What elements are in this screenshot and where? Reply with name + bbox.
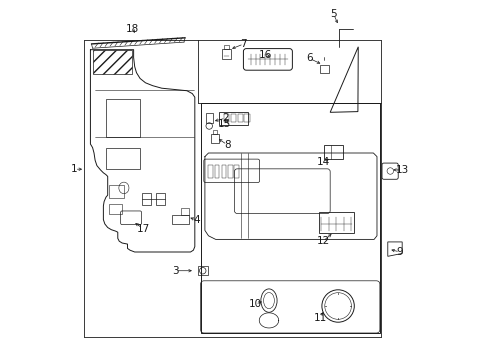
- Text: 6: 6: [305, 53, 312, 63]
- Text: 4: 4: [193, 215, 200, 225]
- Text: 14: 14: [316, 157, 329, 167]
- Bar: [172, 215, 188, 224]
- Bar: [205, 113, 212, 123]
- Text: 10: 10: [248, 299, 262, 309]
- Bar: [223, 45, 229, 49]
- Text: 18: 18: [125, 24, 139, 34]
- Text: 15: 15: [218, 119, 231, 129]
- Bar: [208, 165, 212, 178]
- Bar: [156, 193, 165, 205]
- Bar: [228, 165, 232, 178]
- Bar: [320, 65, 328, 73]
- Text: 16: 16: [258, 50, 271, 60]
- Bar: [211, 134, 219, 143]
- Bar: [319, 212, 353, 233]
- Bar: [323, 145, 343, 159]
- Text: 3: 3: [172, 266, 178, 276]
- Bar: [212, 130, 217, 134]
- Bar: [222, 49, 230, 59]
- Bar: [215, 165, 219, 178]
- Text: 17: 17: [136, 224, 149, 234]
- Text: 11: 11: [313, 312, 326, 323]
- Bar: [223, 114, 228, 122]
- Bar: [238, 114, 243, 122]
- Bar: [109, 204, 122, 214]
- Text: 1: 1: [71, 164, 78, 174]
- Text: 5: 5: [330, 9, 336, 19]
- Text: 8: 8: [224, 140, 230, 150]
- Text: 12: 12: [316, 236, 329, 246]
- Bar: [142, 193, 151, 205]
- Text: 9: 9: [396, 247, 403, 257]
- Text: 13: 13: [395, 165, 408, 175]
- Bar: [230, 114, 236, 122]
- Text: 7: 7: [240, 39, 246, 49]
- Bar: [234, 165, 238, 178]
- Bar: [219, 112, 247, 125]
- Bar: [197, 266, 207, 275]
- Bar: [222, 165, 226, 178]
- Bar: [106, 99, 140, 137]
- Bar: [244, 114, 249, 122]
- Text: 2: 2: [222, 113, 228, 123]
- Bar: [181, 208, 188, 215]
- Bar: [106, 148, 140, 169]
- Bar: [109, 185, 123, 198]
